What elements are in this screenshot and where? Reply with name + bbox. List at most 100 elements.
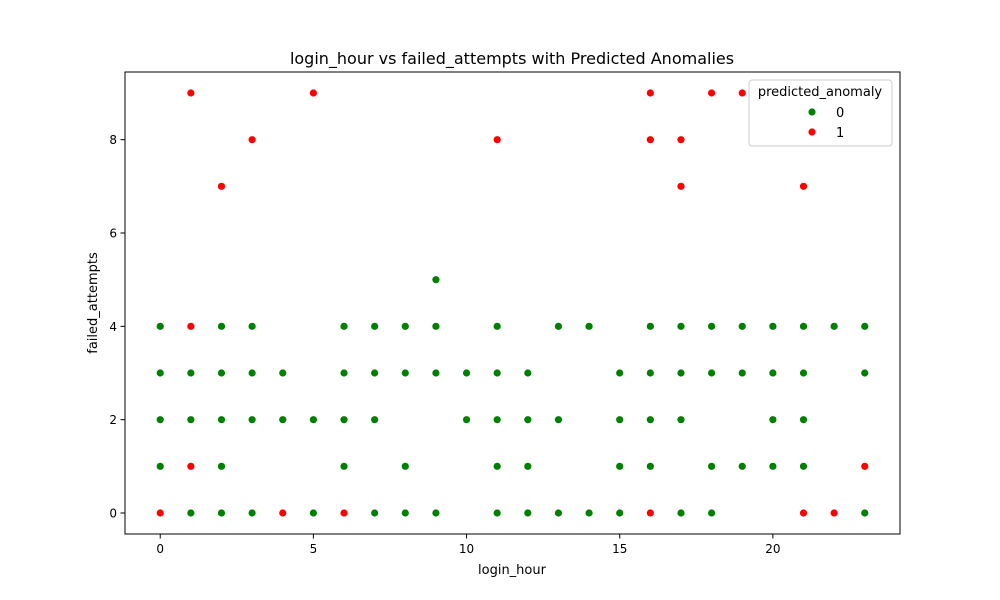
data-point-anomaly-0 [738,369,746,377]
data-point-anomaly-0 [217,369,226,377]
legend-marker-0 [808,108,816,116]
data-point-anomaly-0 [279,369,287,377]
data-point-anomaly-0 [799,462,808,470]
data-point-anomaly-1 [708,89,716,97]
data-point-anomaly-1 [309,89,317,97]
data-point-anomaly-0 [616,416,624,424]
data-point-anomaly-0 [708,462,716,470]
data-point-anomaly-1 [646,89,654,97]
y-axis: 0 2 4 6 8 [109,133,125,521]
x-tick-label: 5 [310,542,318,556]
data-point-anomaly-0 [493,509,501,517]
data-point-anomaly-0 [738,322,746,330]
data-point-anomaly-0 [769,322,777,330]
data-point-anomaly-0 [248,369,256,377]
data-point-anomaly-0 [248,416,256,424]
data-point-anomaly-1 [187,322,195,330]
data-point-anomaly-0 [248,509,256,517]
data-point-anomaly-0 [401,369,409,377]
x-tick-label: 10 [459,542,474,556]
data-point-anomaly-0 [861,369,869,377]
data-point-anomaly-0 [524,462,532,470]
data-point-anomaly-0 [462,369,471,377]
data-point-anomaly-1 [217,182,226,190]
data-point-anomaly-0 [217,416,226,424]
x-tick-label: 0 [156,542,164,556]
data-point-anomaly-0 [156,322,164,330]
data-point-anomaly-0 [769,462,777,470]
x-tick-label: 20 [765,542,780,556]
data-point-anomaly-0 [554,509,563,517]
data-point-anomaly-0 [646,416,654,424]
y-tick-label: 6 [109,227,117,241]
data-point-anomaly-0 [524,416,532,424]
data-point-anomaly-0 [708,369,716,377]
y-tick-label: 8 [109,133,117,147]
legend-label-1: 1 [836,126,844,141]
data-point-anomaly-0 [371,322,379,330]
data-point-anomaly-0 [187,369,195,377]
data-point-anomaly-0 [554,416,563,424]
y-tick-label: 2 [109,413,117,427]
data-point-anomaly-1 [340,509,348,517]
data-point-anomaly-1 [646,509,654,517]
data-point-anomaly-0 [187,509,195,517]
data-point-anomaly-0 [309,509,317,517]
data-point-anomaly-0 [401,509,409,517]
data-point-anomaly-1 [799,182,808,190]
data-point-anomaly-1 [248,136,256,144]
y-axis-label: failed_attempts [86,252,101,354]
data-point-anomaly-0 [340,322,348,330]
data-point-anomaly-1 [187,89,195,97]
data-point-anomaly-1 [830,509,838,517]
data-point-anomaly-0 [156,416,164,424]
data-point-anomaly-1 [861,462,869,470]
legend-box [748,79,893,147]
data-point-anomaly-0 [646,462,654,470]
data-point-anomaly-0 [248,322,256,330]
data-point-anomaly-0 [371,509,379,517]
data-point-anomaly-0 [462,416,471,424]
y-tick-label: 4 [109,320,117,334]
data-point-anomaly-0 [616,462,624,470]
data-point-anomaly-0 [616,509,624,517]
data-point-anomaly-1 [738,89,746,97]
data-point-anomaly-0 [279,416,287,424]
data-point-anomaly-0 [493,322,501,330]
data-point-anomaly-1 [646,136,654,144]
data-point-anomaly-0 [677,416,685,424]
data-point-anomaly-0 [646,369,654,377]
data-point-anomaly-0 [799,322,808,330]
data-point-anomaly-0 [524,509,532,517]
points-layer [156,89,869,517]
data-point-anomaly-0 [371,416,379,424]
data-point-anomaly-0 [156,462,164,470]
data-point-anomaly-0 [708,322,716,330]
data-point-anomaly-0 [769,369,777,377]
data-point-anomaly-0 [340,416,348,424]
data-point-anomaly-0 [830,322,838,330]
data-point-anomaly-0 [371,369,379,377]
data-point-anomaly-1 [677,182,685,190]
data-point-anomaly-1 [677,136,685,144]
data-point-anomaly-0 [677,322,685,330]
data-point-anomaly-0 [677,369,685,377]
data-point-anomaly-0 [432,276,440,284]
legend: predicted_anomaly 0 1 [748,79,893,147]
data-point-anomaly-0 [708,509,716,517]
data-point-anomaly-0 [861,509,869,517]
data-point-anomaly-0 [187,416,195,424]
data-point-anomaly-1 [493,136,501,144]
data-point-anomaly-0 [616,369,624,377]
data-point-anomaly-0 [493,369,501,377]
chart-title: login_hour vs failed_attempts with Predi… [290,49,734,69]
data-point-anomaly-0 [524,369,532,377]
legend-marker-1 [808,128,816,136]
data-point-anomaly-0 [554,322,563,330]
data-point-anomaly-0 [156,369,164,377]
data-point-anomaly-0 [217,509,226,517]
data-point-anomaly-0 [432,509,440,517]
data-point-anomaly-1 [279,509,287,517]
data-point-anomaly-0 [432,322,440,330]
